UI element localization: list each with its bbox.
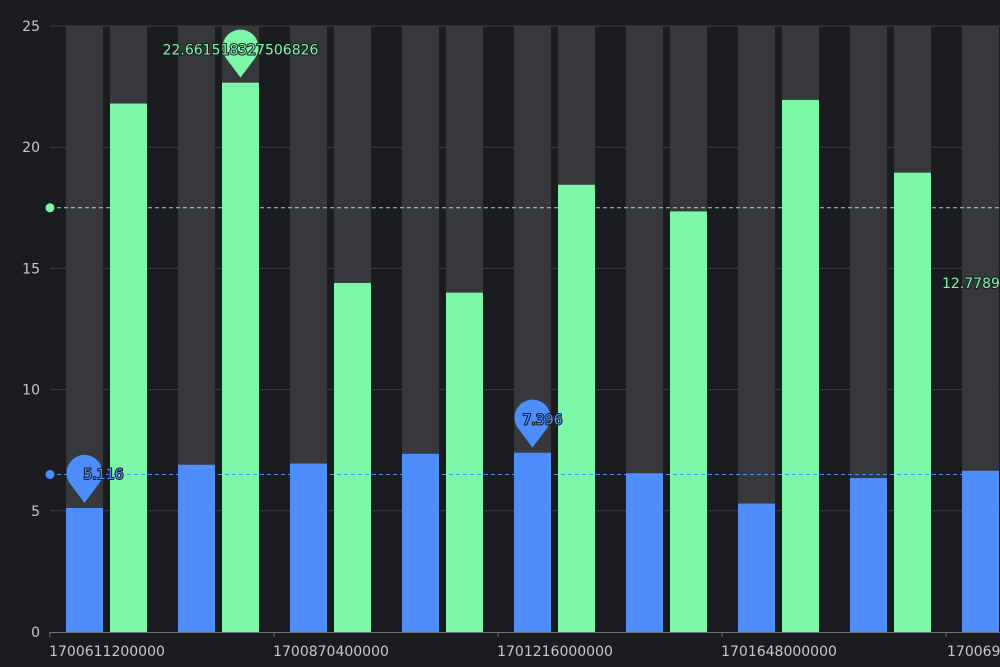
blue-bar (66, 507, 103, 632)
x-tick-label: 1701216000000 (497, 644, 613, 660)
blue-bar (626, 473, 663, 632)
blue-bar (738, 503, 775, 632)
y-tick-label: 10 (22, 383, 40, 399)
mark-point-label: 7.396 (522, 413, 562, 429)
blue-bar (514, 452, 551, 632)
blue-bar (178, 464, 215, 632)
max-mark-point-pin (222, 29, 259, 78)
x-tick-label: 1701648000000 (721, 644, 837, 660)
green-bar (558, 184, 595, 632)
blue-bar (962, 470, 999, 632)
blue-bar (850, 478, 887, 632)
mark-line-label: 12.7789 (942, 276, 1000, 292)
x-tick-label: 1700611200000 (49, 644, 165, 660)
min-mark-point-pin (66, 454, 103, 503)
y-tick-label: 5 (31, 504, 40, 520)
green-bar (222, 82, 259, 632)
green-bar (446, 292, 483, 632)
green-bar (334, 282, 371, 632)
y-tick-label: 25 (22, 19, 40, 35)
min-mark-point-label: 5.116 (83, 467, 123, 483)
green-bar (782, 99, 819, 632)
x-tick-label: 17006912 (947, 644, 1000, 660)
green-bar (110, 103, 147, 633)
y-tick-label: 15 (22, 261, 40, 277)
green-bar (894, 172, 931, 633)
blue-mark-line-start-dot (45, 469, 55, 479)
green-mark-line-start-dot (45, 203, 55, 213)
green-bar (670, 211, 707, 632)
mark-point-pin (514, 399, 551, 448)
max-mark-point-label: 22.661518327506826 (163, 43, 319, 59)
x-tick-label: 1700870400000 (273, 644, 389, 660)
blue-bar (290, 463, 327, 632)
y-tick-label: 20 (22, 140, 40, 156)
y-tick-label: 0 (31, 625, 40, 641)
blue-bar (402, 453, 439, 632)
